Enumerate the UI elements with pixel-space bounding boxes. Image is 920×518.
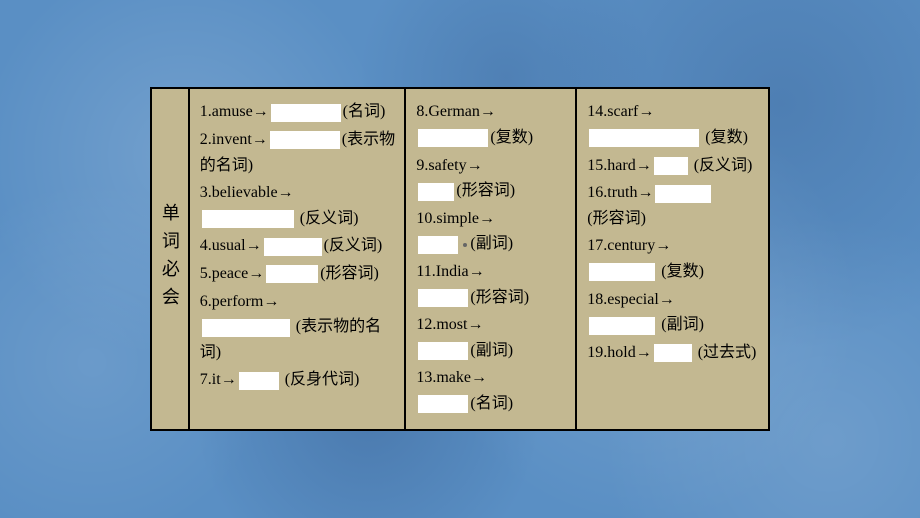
column-1: 1.amuse→(名词)2.invent→(表示物的名词)3.believabl…	[190, 89, 407, 428]
answer-blank	[418, 183, 454, 201]
entry-word: 9.safety→	[416, 157, 482, 174]
answer-blank	[418, 236, 458, 254]
vocab-entry: 1.amuse→ (名词)	[200, 99, 397, 125]
vocab-entry: 16.truth→ (形容词)	[587, 180, 760, 231]
vocab-entry: 2.invent→(表示物的名词)	[200, 127, 397, 178]
answer-blank	[418, 289, 468, 307]
sidebar-label: 单词必会	[157, 203, 183, 315]
entry-hint: (名词)	[343, 103, 386, 120]
vocab-entry: 7.it→ (反身代词)	[200, 367, 397, 393]
entry-word: 2.invent→	[200, 131, 268, 148]
entry-word: 1.amuse→	[200, 103, 269, 120]
vocab-entry: 5.peace→ (形容词)	[200, 261, 397, 287]
entry-hint: (副词)	[470, 342, 513, 359]
column-3: 14.scarf→ (复数) 15.hard→ (反义词) 16.truth→ (形容…	[577, 89, 768, 428]
entry-word: 17.century→	[587, 237, 671, 254]
entry-word: 6.perform→	[200, 293, 280, 310]
vocab-entry: 10.simple→ (副词)	[416, 206, 567, 257]
entry-hint: (过去式)	[694, 344, 757, 361]
entry-hint: (形容词)	[456, 182, 515, 199]
answer-blank	[655, 185, 711, 203]
entry-word: 5.peace→	[200, 265, 264, 282]
entry-word: 19.hold→	[587, 344, 651, 361]
entry-hint: (复数)	[701, 129, 748, 146]
answer-blank	[418, 342, 468, 360]
answer-blank	[654, 344, 692, 362]
answer-blank	[654, 157, 688, 175]
entry-word: 7.it→	[200, 371, 237, 388]
vocab-entry: 13.make→ (名词)	[416, 365, 567, 416]
answer-blank	[271, 104, 341, 122]
answer-blank	[418, 129, 488, 147]
entry-hint: (反义词)	[296, 210, 359, 227]
entry-word: 11.India→	[416, 263, 484, 280]
entry-hint: (形容词)	[587, 210, 646, 227]
vocab-entry: 9.safety→ (形容词)	[416, 153, 567, 204]
entry-hint: (复数)	[657, 263, 704, 280]
entry-hint: (形容词)	[320, 265, 379, 282]
vocab-entry: 18.especial→ (副词)	[587, 287, 760, 338]
answer-blank	[589, 263, 655, 281]
vocab-entry: 4.usual→ (反义词)	[200, 233, 397, 259]
vocab-entry: 12.most→ (副词)	[416, 312, 567, 363]
entry-hint: (反义词)	[324, 237, 383, 254]
answer-blank	[202, 319, 290, 337]
answer-blank	[418, 395, 468, 413]
entry-word: 14.scarf→	[587, 103, 654, 120]
vocab-entry: 15.hard→ (反义词)	[587, 153, 760, 179]
entry-word: 4.usual→	[200, 237, 262, 254]
entry-word: 12.most→	[416, 316, 483, 333]
answer-blank	[202, 210, 294, 228]
entry-word: 8.German→	[416, 103, 496, 120]
answer-blank	[589, 129, 699, 147]
vocab-entry: 6.perform→ (表示物的名词)	[200, 289, 397, 366]
vocab-entry: 11.India→ (形容词)	[416, 259, 567, 310]
entry-hint: (副词)	[470, 235, 513, 252]
answer-blank	[264, 238, 322, 256]
entry-hint: (复数)	[490, 129, 533, 146]
answer-blank	[266, 265, 318, 283]
entry-hint: (副词)	[657, 316, 704, 333]
vocab-table: 单词必会 1.amuse→(名词)2.invent→(表示物的名词)3.beli…	[150, 87, 770, 430]
entry-word: 10.simple→	[416, 210, 495, 227]
vocab-entry: 14.scarf→ (复数)	[587, 99, 760, 150]
column-2: 8.German→ (复数) 9.safety→ (形容词) 10.simple→ (副词…	[406, 89, 577, 428]
answer-blank	[270, 131, 340, 149]
entry-hint: (反义词)	[690, 157, 753, 174]
vocab-entry: 19.hold→ (过去式)	[587, 340, 760, 366]
entry-word: 16.truth→	[587, 184, 653, 201]
vocab-entry: 8.German→ (复数)	[416, 99, 567, 150]
entry-word: 15.hard→	[587, 157, 651, 174]
entry-hint: (名词)	[470, 395, 513, 412]
entry-hint: (形容词)	[470, 289, 529, 306]
vocab-entry: 3.believable→ (反义词)	[200, 180, 397, 231]
answer-blank	[589, 317, 655, 335]
answer-blank	[239, 372, 279, 390]
entry-hint: (反身代词)	[281, 371, 360, 388]
entry-word: 13.make→	[416, 369, 487, 386]
sidebar-label-cell: 单词必会	[152, 89, 190, 428]
bullet-icon	[460, 240, 470, 250]
entry-word: 18.especial→	[587, 291, 675, 308]
vocab-entry: 17.century→ (复数)	[587, 233, 760, 284]
entry-word: 3.believable→	[200, 184, 294, 201]
